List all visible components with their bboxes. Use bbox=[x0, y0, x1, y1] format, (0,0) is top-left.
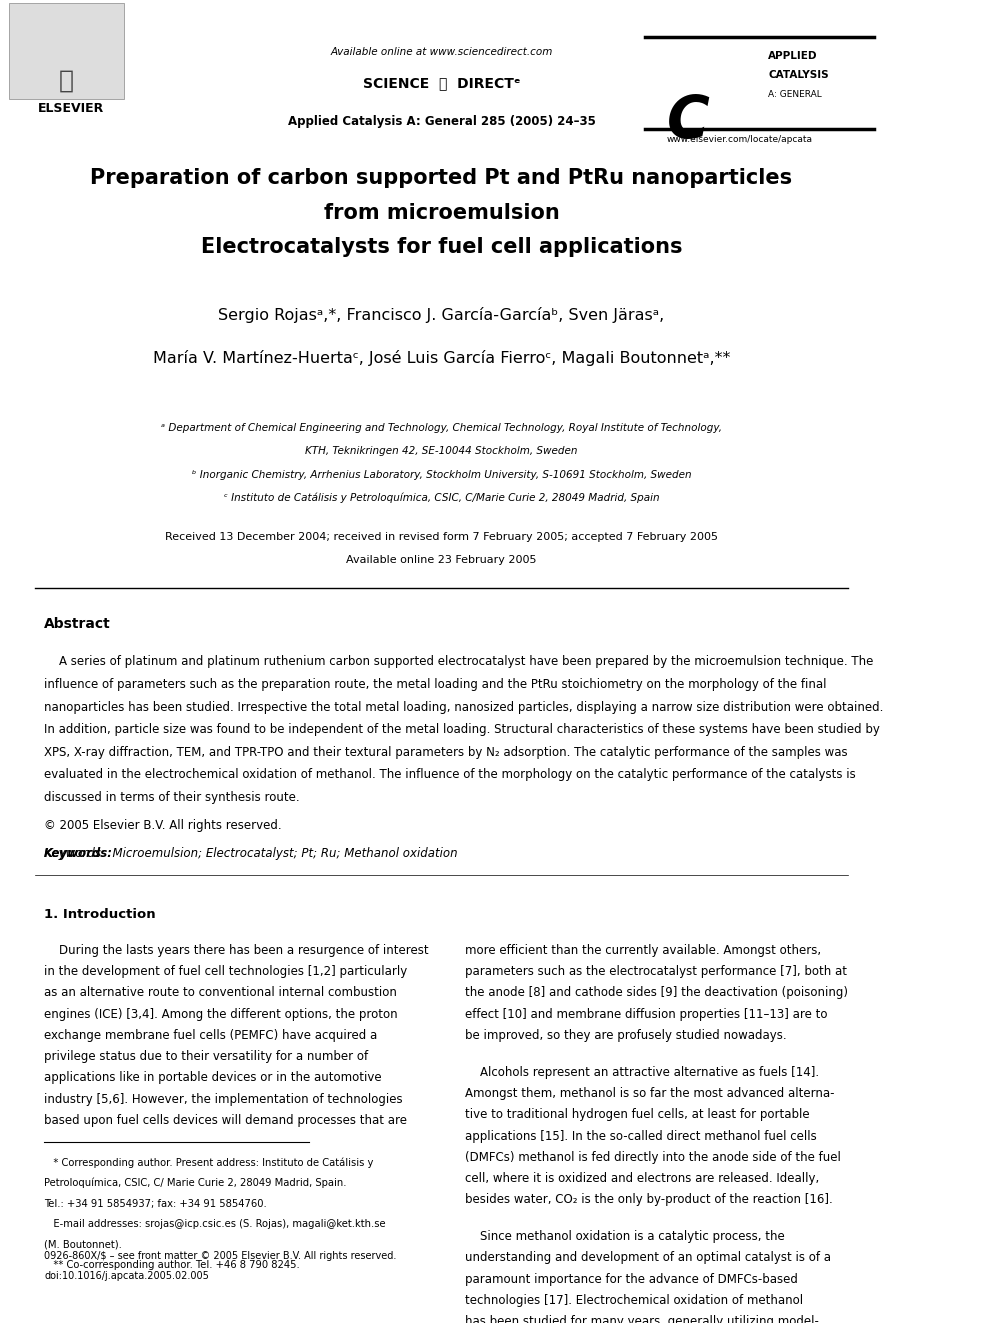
Text: (M. Boutonnet).: (M. Boutonnet). bbox=[45, 1240, 122, 1250]
Text: Received 13 December 2004; received in revised form 7 February 2005; accepted 7 : Received 13 December 2004; received in r… bbox=[165, 532, 718, 541]
Text: nanoparticles has been studied. Irrespective the total metal loading, nanosized : nanoparticles has been studied. Irrespec… bbox=[45, 701, 884, 713]
Text: Available online 23 February 2005: Available online 23 February 2005 bbox=[346, 554, 537, 565]
Text: as an alternative route to conventional internal combustion: as an alternative route to conventional … bbox=[45, 987, 397, 999]
Text: 0926-860X/$ – see front matter © 2005 Elsevier B.V. All rights reserved.: 0926-860X/$ – see front matter © 2005 El… bbox=[45, 1252, 397, 1261]
Text: Tel.: +34 91 5854937; fax: +34 91 5854760.: Tel.: +34 91 5854937; fax: +34 91 585476… bbox=[45, 1199, 267, 1208]
Text: * Corresponding author. Present address: Instituto de Catálisis y: * Corresponding author. Present address:… bbox=[45, 1158, 374, 1168]
FancyBboxPatch shape bbox=[9, 3, 124, 99]
Text: tive to traditional hydrogen fuel cells, at least for portable: tive to traditional hydrogen fuel cells,… bbox=[465, 1109, 809, 1121]
Text: technologies [17]. Electrochemical oxidation of methanol: technologies [17]. Electrochemical oxida… bbox=[465, 1294, 804, 1307]
Text: Preparation of carbon supported Pt and PtRu nanoparticles: Preparation of carbon supported Pt and P… bbox=[90, 168, 793, 188]
Text: has been studied for many years, generally utilizing model-: has been studied for many years, general… bbox=[465, 1315, 819, 1323]
Text: 🌳: 🌳 bbox=[59, 69, 73, 93]
Text: In addition, particle size was found to be independent of the metal loading. Str: In addition, particle size was found to … bbox=[45, 724, 880, 736]
Text: María V. Martínez-Huertaᶜ, José Luis García Fierroᶜ, Magali Boutonnetᵃ,**: María V. Martínez-Huertaᶜ, José Luis Gar… bbox=[153, 349, 730, 365]
Text: C: C bbox=[667, 93, 709, 149]
Text: paramount importance for the advance of DMFCs-based: paramount importance for the advance of … bbox=[465, 1273, 799, 1286]
Text: privilege status due to their versatility for a number of: privilege status due to their versatilit… bbox=[45, 1050, 368, 1064]
Text: CATALYSIS: CATALYSIS bbox=[768, 70, 829, 81]
Text: 1. Introduction: 1. Introduction bbox=[45, 908, 156, 921]
Text: evaluated in the electrochemical oxidation of methanol. The influence of the mor: evaluated in the electrochemical oxidati… bbox=[45, 769, 856, 782]
Text: more efficient than the currently available. Amongst others,: more efficient than the currently availa… bbox=[465, 943, 821, 957]
Text: ᵇ Inorganic Chemistry, Arrhenius Laboratory, Stockholm University, S-10691 Stock: ᵇ Inorganic Chemistry, Arrhenius Laborat… bbox=[191, 470, 691, 480]
Text: ᵃ Department of Chemical Engineering and Technology, Chemical Technology, Royal : ᵃ Department of Chemical Engineering and… bbox=[161, 423, 722, 433]
Text: understanding and development of an optimal catalyst is of a: understanding and development of an opti… bbox=[465, 1252, 831, 1265]
Text: doi:10.1016/j.apcata.2005.02.005: doi:10.1016/j.apcata.2005.02.005 bbox=[45, 1271, 209, 1281]
Text: effect [10] and membrane diffusion properties [11–13] are to: effect [10] and membrane diffusion prope… bbox=[465, 1008, 828, 1020]
Text: engines (ICE) [3,4]. Among the different options, the proton: engines (ICE) [3,4]. Among the different… bbox=[45, 1008, 398, 1020]
Text: (DMFCs) methanol is fed directly into the anode side of the fuel: (DMFCs) methanol is fed directly into th… bbox=[465, 1151, 841, 1164]
Text: Amongst them, methanol is so far the most advanced alterna-: Amongst them, methanol is so far the mos… bbox=[465, 1088, 835, 1099]
Text: A series of platinum and platinum ruthenium carbon supported electrocatalyst hav: A series of platinum and platinum ruthen… bbox=[45, 655, 874, 668]
Text: parameters such as the electrocatalyst performance [7], both at: parameters such as the electrocatalyst p… bbox=[465, 964, 847, 978]
Text: Available online at www.sciencedirect.com: Available online at www.sciencedirect.co… bbox=[330, 46, 553, 57]
Text: applications [15]. In the so-called direct methanol fuel cells: applications [15]. In the so-called dire… bbox=[465, 1130, 817, 1143]
Text: based upon fuel cells devices will demand processes that are: based upon fuel cells devices will deman… bbox=[45, 1114, 407, 1127]
Text: industry [5,6]. However, the implementation of technologies: industry [5,6]. However, the implementat… bbox=[45, 1093, 403, 1106]
Text: discussed in terms of their synthesis route.: discussed in terms of their synthesis ro… bbox=[45, 791, 300, 804]
Text: A: GENERAL: A: GENERAL bbox=[768, 90, 822, 99]
Text: APPLIED: APPLIED bbox=[768, 50, 817, 61]
Text: Electrocatalysts for fuel cell applications: Electrocatalysts for fuel cell applicati… bbox=[200, 237, 682, 258]
Text: © 2005 Elsevier B.V. All rights reserved.: © 2005 Elsevier B.V. All rights reserved… bbox=[45, 819, 282, 832]
Text: Since methanol oxidation is a catalytic process, the: Since methanol oxidation is a catalytic … bbox=[465, 1230, 785, 1244]
Text: Keywords:  Microemulsion; Electrocatalyst; Pt; Ru; Methanol oxidation: Keywords: Microemulsion; Electrocatalyst… bbox=[45, 847, 457, 860]
Text: the anode [8] and cathode sides [9] the deactivation (poisoning): the anode [8] and cathode sides [9] the … bbox=[465, 987, 848, 999]
Text: Applied Catalysis A: General 285 (2005) 24–35: Applied Catalysis A: General 285 (2005) … bbox=[288, 115, 595, 128]
Text: applications like in portable devices or in the automotive: applications like in portable devices or… bbox=[45, 1072, 382, 1085]
Text: Sergio Rojasᵃ,*, Francisco J. García-Garcíaᵇ, Sven Järasᵃ,: Sergio Rojasᵃ,*, Francisco J. García-Gar… bbox=[218, 307, 665, 323]
Text: exchange membrane fuel cells (PEMFC) have acquired a: exchange membrane fuel cells (PEMFC) hav… bbox=[45, 1029, 377, 1043]
Text: influence of parameters such as the preparation route, the metal loading and the: influence of parameters such as the prep… bbox=[45, 677, 826, 691]
Text: ELSEVIER: ELSEVIER bbox=[38, 102, 104, 115]
Text: ᶜ Instituto de Catálisis y Petroloquímica, CSIC, C/Marie Curie 2, 28049 Madrid, : ᶜ Instituto de Catálisis y Petroloquímic… bbox=[223, 493, 660, 503]
Text: SCIENCE  ⓐ  DIRECTᵉ: SCIENCE ⓐ DIRECTᵉ bbox=[363, 75, 520, 90]
Text: Abstract: Abstract bbox=[45, 617, 111, 631]
Text: Alcohols represent an attractive alternative as fuels [14].: Alcohols represent an attractive alterna… bbox=[465, 1065, 819, 1078]
Text: During the lasts years there has been a resurgence of interest: During the lasts years there has been a … bbox=[45, 943, 429, 957]
Text: E-mail addresses: srojas@icp.csic.es (S. Rojas), magali@ket.kth.se: E-mail addresses: srojas@icp.csic.es (S.… bbox=[45, 1220, 386, 1229]
Text: besides water, CO₂ is the only by-product of the reaction [16].: besides water, CO₂ is the only by-produc… bbox=[465, 1193, 833, 1207]
Text: XPS, X-ray diffraction, TEM, and TPR-TPO and their textural parameters by N₂ ads: XPS, X-ray diffraction, TEM, and TPR-TPO… bbox=[45, 746, 848, 758]
Text: ** Co-corresponding author. Tel. +46 8 790 8245.: ** Co-corresponding author. Tel. +46 8 7… bbox=[45, 1261, 300, 1270]
Text: Keywords:: Keywords: bbox=[45, 847, 113, 860]
Text: Petroloquímica, CSIC, C/ Marie Curie 2, 28049 Madrid, Spain.: Petroloquímica, CSIC, C/ Marie Curie 2, … bbox=[45, 1177, 346, 1188]
Text: from microemulsion: from microemulsion bbox=[323, 202, 559, 222]
Text: in the development of fuel cell technologies [1,2] particularly: in the development of fuel cell technolo… bbox=[45, 964, 408, 978]
Text: be improved, so they are profusely studied nowadays.: be improved, so they are profusely studi… bbox=[465, 1029, 787, 1043]
Text: KTH, Teknikringen 42, SE-10044 Stockholm, Sweden: KTH, Teknikringen 42, SE-10044 Stockholm… bbox=[306, 446, 577, 456]
Text: cell, where it is oxidized and electrons are released. Ideally,: cell, where it is oxidized and electrons… bbox=[465, 1172, 819, 1185]
Text: www.elsevier.com/locate/apcata: www.elsevier.com/locate/apcata bbox=[667, 135, 812, 144]
